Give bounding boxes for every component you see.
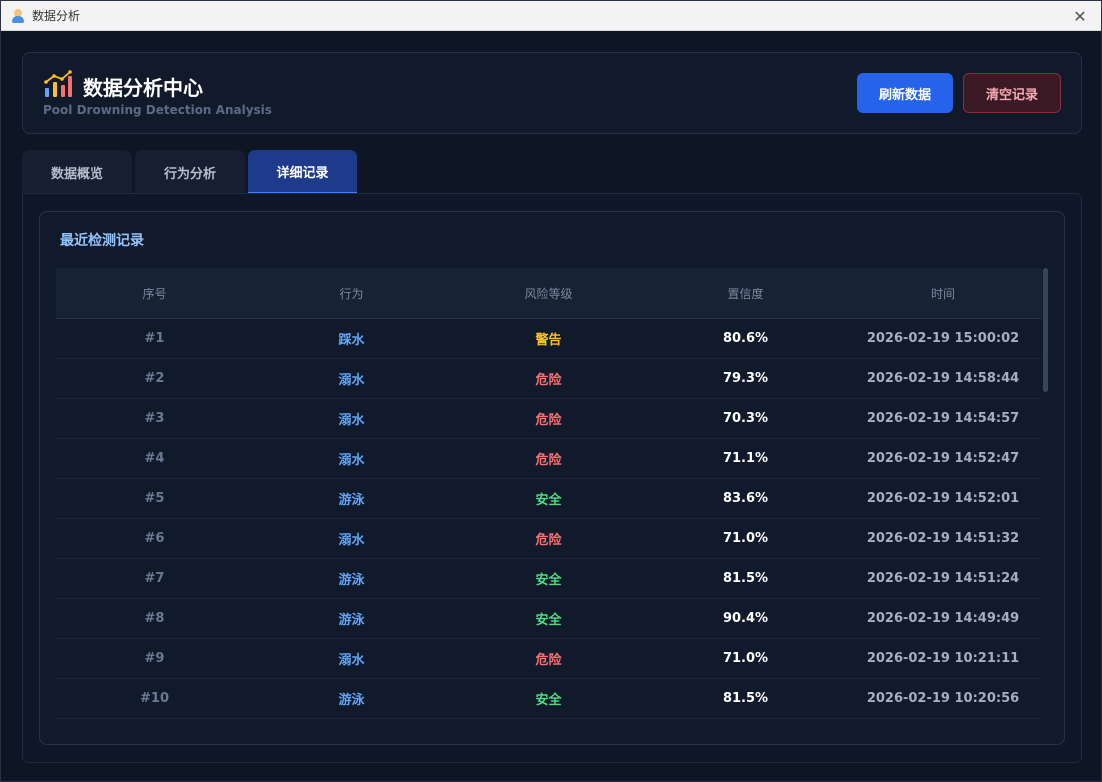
column-header-behavior: 行为 [339,286,364,301]
cell-index: #1 [144,331,165,346]
cell-index: #3 [144,411,165,426]
tab-overview[interactable]: 数据概览 [22,150,132,194]
cell-behavior: 游泳 [338,613,365,628]
cell-behavior: 溺水 [338,373,365,388]
app-person-icon [11,8,25,23]
table-row[interactable]: #6 溺水 危险 71.0% 2026-02-19 14:51:32 [56,519,1042,559]
cell-risk: 危险 [535,373,562,388]
cell-time: 2026-02-19 10:20:56 [866,691,1020,706]
cell-time: 2026-02-19 14:49:49 [866,611,1020,626]
cell-confidence: 81.5% [722,691,769,706]
cell-time: 2026-02-19 14:51:24 [866,571,1020,586]
cell-time: 2026-02-19 14:58:44 [866,371,1020,386]
page-subtitle: Pool Drowning Detection Analysis [43,103,272,117]
table-row[interactable]: #5 游泳 安全 83.6% 2026-02-19 14:52:01 [56,479,1042,519]
cell-risk: 安全 [535,493,562,508]
cell-confidence: 80.6% [722,331,769,346]
cell-time: 2026-02-19 14:51:32 [866,531,1020,546]
table-row[interactable]: #4 溺水 危险 71.1% 2026-02-19 14:52:47 [56,439,1042,479]
table-row[interactable]: #1 踩水 警告 80.6% 2026-02-19 15:00:02 [56,319,1042,359]
cell-risk: 安全 [535,613,562,628]
refresh-data-button[interactable]: 刷新数据 [857,73,953,113]
bar-chart-icon [44,70,72,97]
table-row[interactable]: #7 游泳 安全 81.5% 2026-02-19 14:51:24 [56,559,1042,599]
header-card: 数据分析中心 Pool Drowning Detection Analysis … [22,52,1082,134]
close-icon[interactable]: ✕ [1073,6,1087,26]
cell-risk: 警告 [535,333,562,348]
cell-confidence: 81.5% [722,571,769,586]
table-row[interactable]: #2 溺水 危险 79.3% 2026-02-19 14:58:44 [56,359,1042,399]
cell-risk: 安全 [535,693,562,708]
table-row[interactable]: #10 游泳 安全 81.5% 2026-02-19 10:20:56 [56,679,1042,719]
cell-behavior: 游泳 [338,493,365,508]
cell-time: 2026-02-19 14:52:47 [866,451,1020,466]
cell-behavior: 踩水 [338,333,365,348]
page-title: 数据分析中心 [83,76,203,100]
cell-behavior: 溺水 [338,653,365,668]
table-scrollbar[interactable] [1043,268,1048,392]
cell-behavior: 溺水 [338,453,365,468]
content-panel: 最近检测记录 序号 行为 风险等级 置信度 时间 #1 踩水 警告 80.6% … [22,193,1082,763]
records-title: 最近检测记录 [60,233,144,249]
cell-risk: 危险 [535,413,562,428]
window-title: 数据分析 [32,9,81,23]
table-header: 序号 行为 风险等级 置信度 时间 [56,268,1042,319]
cell-behavior: 游泳 [338,693,365,708]
cell-index: #7 [144,571,165,586]
cell-behavior: 游泳 [338,573,365,588]
records-table: 序号 行为 风险等级 置信度 时间 #1 踩水 警告 80.6% 2026-02… [56,268,1042,719]
cell-confidence: 71.0% [722,651,769,666]
column-header-confidence: 置信度 [727,286,764,301]
cell-index: #6 [144,531,165,546]
table-row[interactable]: #3 溺水 危险 70.3% 2026-02-19 14:54:57 [56,399,1042,439]
column-header-index: 序号 [142,286,167,301]
cell-time: 2026-02-19 10:21:11 [866,651,1020,666]
cell-index: #4 [144,451,165,466]
column-header-time: 时间 [930,286,955,301]
cell-time: 2026-02-19 14:54:57 [866,411,1020,426]
column-header-risk: 风险等级 [524,286,573,301]
cell-time: 2026-02-19 15:00:02 [866,331,1020,346]
records-card: 最近检测记录 序号 行为 风险等级 置信度 时间 #1 踩水 警告 80.6% … [39,211,1065,745]
table-row[interactable]: #8 游泳 安全 90.4% 2026-02-19 14:49:49 [56,599,1042,639]
cell-index: #8 [144,611,165,626]
cell-index: #9 [144,651,165,666]
cell-confidence: 71.1% [722,451,769,466]
cell-behavior: 溺水 [338,413,365,428]
cell-risk: 安全 [535,573,562,588]
cell-risk: 危险 [535,533,562,548]
cell-confidence: 71.0% [722,531,769,546]
tab-detailed-records[interactable]: 详细记录 [248,150,357,194]
cell-behavior: 溺水 [338,533,365,548]
cell-confidence: 90.4% [722,611,769,626]
cell-confidence: 70.3% [722,411,769,426]
cell-index: #2 [144,371,165,386]
table-row[interactable]: #9 溺水 危险 71.0% 2026-02-19 10:21:11 [56,639,1042,679]
cell-risk: 危险 [535,653,562,668]
cell-confidence: 79.3% [722,371,769,386]
cell-confidence: 83.6% [722,491,769,506]
cell-risk: 危险 [535,453,562,468]
cell-index: #5 [144,491,165,506]
title-bar: 数据分析 ✕ [1,1,1101,31]
cell-index: #10 [140,691,169,706]
clear-records-button[interactable]: 清空记录 [963,73,1061,113]
tab-behavior-analysis[interactable]: 行为分析 [135,150,245,194]
cell-time: 2026-02-19 14:52:01 [866,491,1020,506]
